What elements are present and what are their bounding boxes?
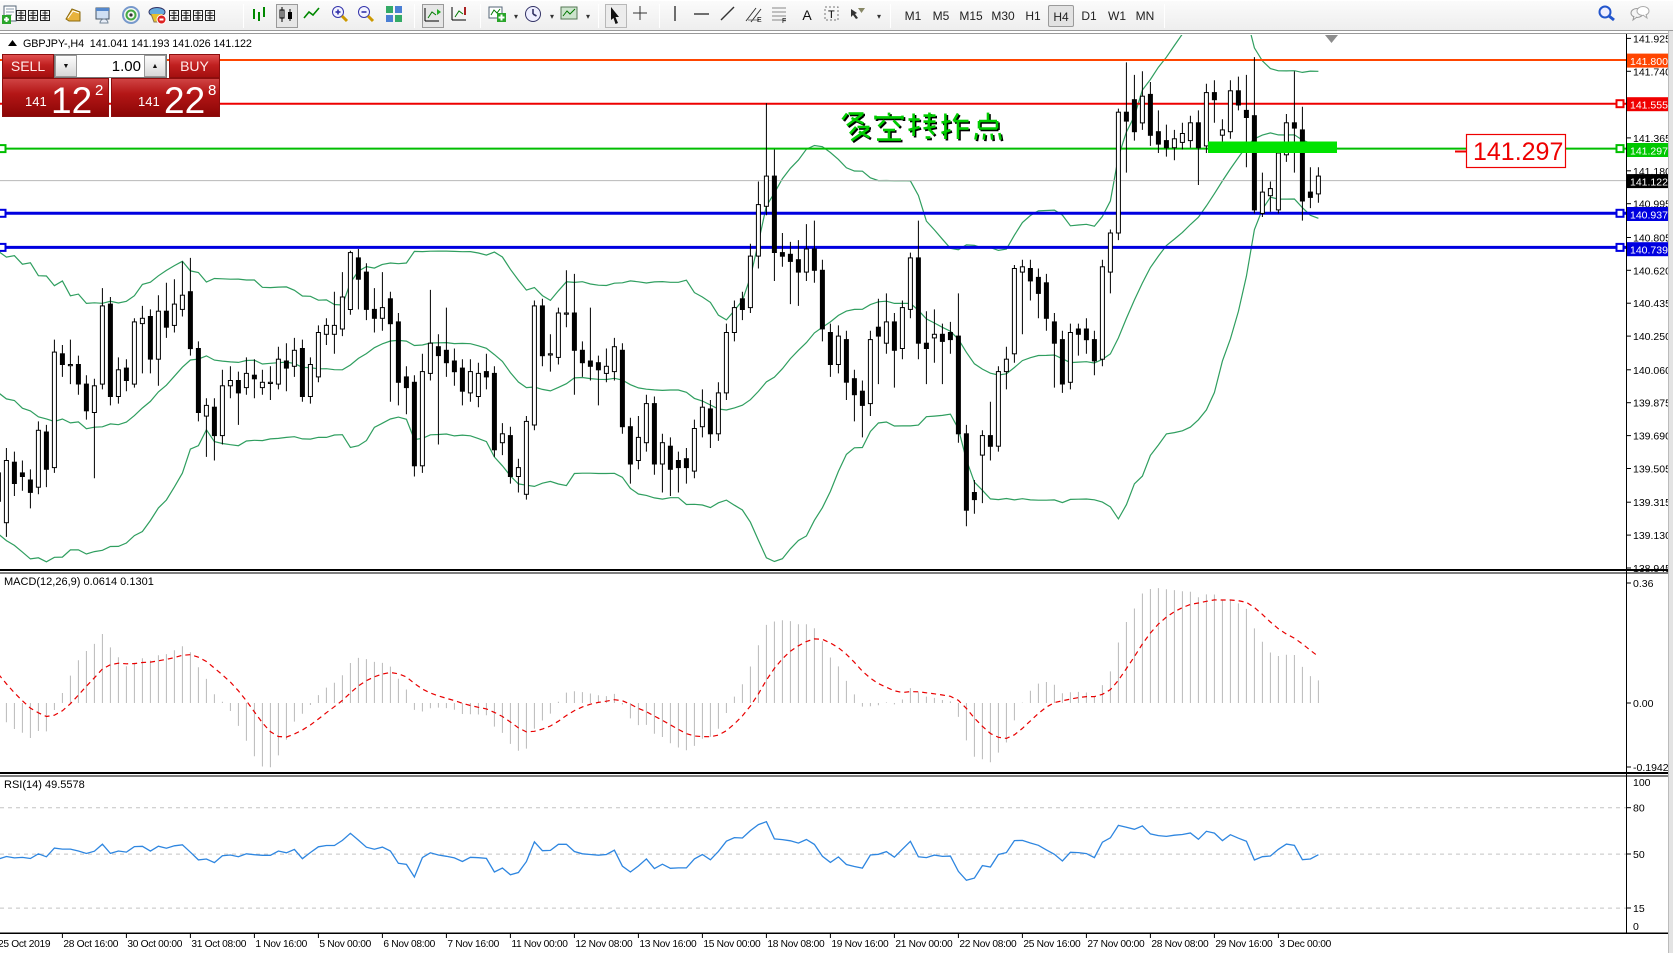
svg-text:7 Nov 16:00: 7 Nov 16:00: [447, 939, 499, 950]
svg-text:140.250: 140.250: [1633, 331, 1671, 343]
svg-text:0.00: 0.00: [1633, 698, 1654, 710]
svg-text:80: 80: [1633, 803, 1645, 815]
svg-text:141.297: 141.297: [1630, 146, 1668, 158]
svg-text:11 Nov 00:00: 11 Nov 00:00: [511, 939, 568, 950]
svg-text:0.36: 0.36: [1633, 578, 1654, 590]
svg-text:50: 50: [1633, 849, 1645, 861]
svg-text:140.937: 140.937: [1630, 210, 1668, 222]
svg-text:140.620: 140.620: [1633, 265, 1671, 277]
svg-text:E: E: [757, 17, 762, 24]
svg-text:6 Nov 08:00: 6 Nov 08:00: [383, 939, 435, 950]
svg-text:12 Nov 08:00: 12 Nov 08:00: [575, 939, 633, 950]
svg-text:0: 0: [1633, 921, 1639, 933]
svg-text:5 Nov 00:00: 5 Nov 00:00: [319, 939, 371, 950]
svg-text:-0.1942: -0.1942: [1633, 762, 1669, 774]
svg-text:28 Oct 16:00: 28 Oct 16:00: [63, 939, 118, 950]
svg-text:25 Oct 2019: 25 Oct 2019: [0, 939, 51, 950]
svg-text:141.925: 141.925: [1633, 33, 1671, 45]
svg-text:141.122: 141.122: [1630, 177, 1668, 189]
svg-text:T: T: [828, 9, 835, 21]
svg-text:MACD(12,26,9) 0.0614 0.1301: MACD(12,26,9) 0.0614 0.1301: [4, 576, 154, 588]
svg-text:18 Nov 08:00: 18 Nov 08:00: [767, 939, 825, 950]
svg-text:27 Nov 00:00: 27 Nov 00:00: [1087, 939, 1145, 950]
svg-text:29 Nov 16:00: 29 Nov 16:00: [1215, 939, 1273, 950]
svg-text:30 Oct 00:00: 30 Oct 00:00: [127, 939, 182, 950]
svg-text:141.800: 141.800: [1630, 56, 1668, 68]
svg-text:25 Nov 16:00: 25 Nov 16:00: [1023, 939, 1081, 950]
svg-text:140.739: 140.739: [1630, 245, 1668, 257]
svg-text:13 Nov 16:00: 13 Nov 16:00: [639, 939, 697, 950]
svg-text:139.690: 139.690: [1633, 431, 1671, 443]
svg-text:138.945: 138.945: [1633, 563, 1671, 575]
svg-text:139.875: 139.875: [1633, 398, 1671, 410]
svg-text:RSI(14) 49.5578: RSI(14) 49.5578: [4, 779, 85, 791]
svg-text:141.297: 141.297: [1473, 138, 1563, 166]
svg-text:31 Oct 08:00: 31 Oct 08:00: [191, 939, 246, 950]
svg-text:15 Nov 00:00: 15 Nov 00:00: [703, 939, 761, 950]
svg-text:140.060: 140.060: [1633, 365, 1671, 377]
svg-text:140.435: 140.435: [1633, 298, 1671, 310]
svg-text:F: F: [782, 18, 786, 24]
svg-text:141.555: 141.555: [1630, 100, 1668, 112]
svg-text:139.505: 139.505: [1633, 464, 1671, 476]
svg-text:15: 15: [1633, 903, 1645, 915]
svg-text:139.315: 139.315: [1633, 497, 1671, 509]
svg-text:21 Nov 00:00: 21 Nov 00:00: [895, 939, 953, 950]
svg-text:139.130: 139.130: [1633, 530, 1671, 542]
svg-text:19 Nov 16:00: 19 Nov 16:00: [831, 939, 889, 950]
svg-text:1 Nov 16:00: 1 Nov 16:00: [255, 939, 307, 950]
svg-text:28 Nov 08:00: 28 Nov 08:00: [1151, 939, 1209, 950]
svg-text:3 Dec 00:00: 3 Dec 00:00: [1279, 939, 1331, 950]
svg-text:22 Nov 08:00: 22 Nov 08:00: [959, 939, 1017, 950]
svg-text:GBPJPY-,H4 141.041 141.193 14: GBPJPY-,H4 141.041 141.193 141.026 141.1…: [23, 38, 252, 50]
svg-text:100: 100: [1633, 777, 1651, 789]
